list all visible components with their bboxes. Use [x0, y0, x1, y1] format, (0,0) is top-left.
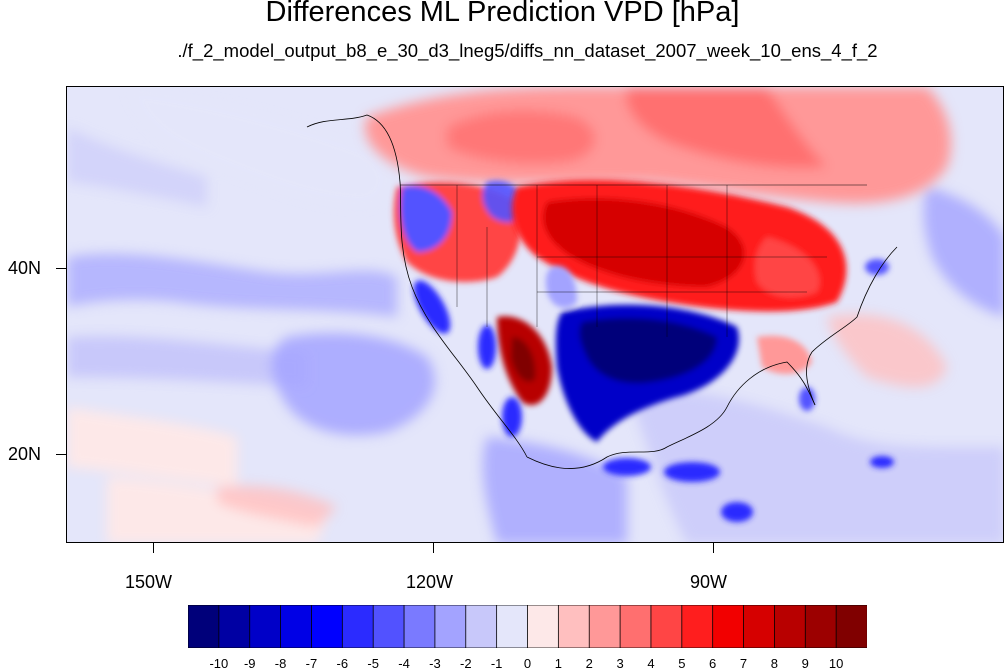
lon-label-90w: 90W	[690, 572, 728, 592]
map-plot-area	[66, 86, 1004, 543]
colorbar-tick-label: -10	[209, 656, 229, 671]
colorbar-swatch	[403, 605, 436, 648]
colorbar-swatch	[372, 605, 405, 648]
colorbar-tick-label: -8	[274, 656, 287, 671]
lon-tick	[153, 543, 154, 553]
colorbar-swatch	[188, 605, 220, 648]
colorbar-swatch	[218, 605, 251, 648]
lat-tick	[56, 454, 66, 455]
colorbar-swatch	[465, 605, 498, 648]
lat-tick	[56, 268, 66, 269]
vpd-difference-field	[67, 87, 1003, 542]
colorbar-tick-label: 3	[616, 656, 624, 671]
colorbar-swatch	[804, 605, 837, 648]
colorbar-swatch	[311, 605, 344, 648]
colorbar-tick-label: 9	[801, 656, 809, 671]
colorbar-swatch	[434, 605, 467, 648]
lon-label-120w: 120W	[406, 572, 454, 592]
colorbar-tick-label: 5	[678, 656, 686, 671]
lat-label-40n: 40N	[8, 258, 42, 278]
colorbar-swatch	[557, 605, 590, 648]
colorbar-swatch	[588, 605, 621, 648]
colorbar-tick-label: 2	[585, 656, 593, 671]
colorbar-swatch	[496, 605, 529, 648]
colorbar-swatch	[619, 605, 652, 648]
colorbar-tick-label: -6	[336, 656, 349, 671]
colorbar-swatch	[681, 605, 714, 648]
colorbar-swatch	[712, 605, 745, 648]
colorbar-tick-label: 10	[828, 656, 844, 671]
colorbar-tick-label: 1	[554, 656, 562, 671]
colorbar-tick-label: -1	[490, 656, 503, 671]
colorbar-tick-label: 6	[709, 656, 717, 671]
colorbar-tick-label: -3	[429, 656, 441, 671]
colorbar-tick-label: 8	[770, 656, 779, 671]
colorbar-swatch	[743, 605, 776, 648]
colorbar-tick-label: -2	[459, 656, 472, 671]
lon-tick	[433, 543, 434, 553]
colorbar-tick-label: -7	[305, 656, 318, 671]
colorbar	[188, 605, 867, 648]
map-subtitle: ./f_2_model_output_b8_e_30_d3_lneg5/diff…	[177, 40, 878, 61]
colorbar-swatch	[774, 605, 806, 648]
colorbar-swatch	[280, 605, 313, 648]
colorbar-swatch	[835, 605, 867, 648]
lat-label-20n: 20N	[8, 444, 42, 464]
colorbar-tick-label: -4	[398, 656, 410, 671]
lon-tick	[713, 543, 714, 553]
colorbar-swatch	[249, 605, 282, 648]
colorbar-swatch	[527, 605, 560, 648]
colorbar-swatch	[341, 605, 374, 648]
coastline-lines	[306, 114, 898, 469]
colorbar-tick-label: 0	[523, 656, 532, 671]
colorbar-swatch	[650, 605, 683, 648]
colorbar-tick-label: 4	[647, 656, 655, 671]
map-title: Differences ML Prediction VPD [hPa]	[265, 0, 740, 28]
colorbar-tick-label: -5	[367, 656, 379, 671]
colorbar-tick-label: 7	[739, 656, 748, 671]
lon-label-150w: 150W	[125, 572, 173, 592]
colorbar-tick-label: -9	[243, 656, 256, 671]
